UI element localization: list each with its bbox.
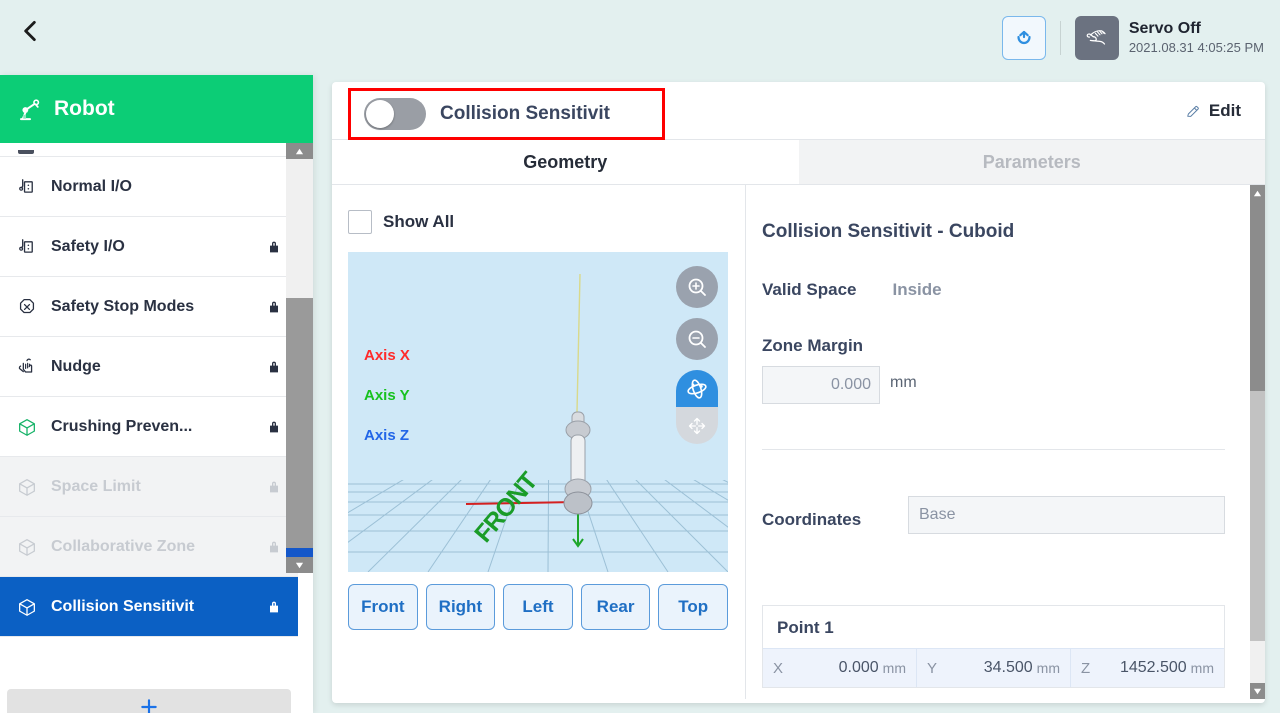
svg-text:FRONT: FRONT — [469, 467, 543, 548]
